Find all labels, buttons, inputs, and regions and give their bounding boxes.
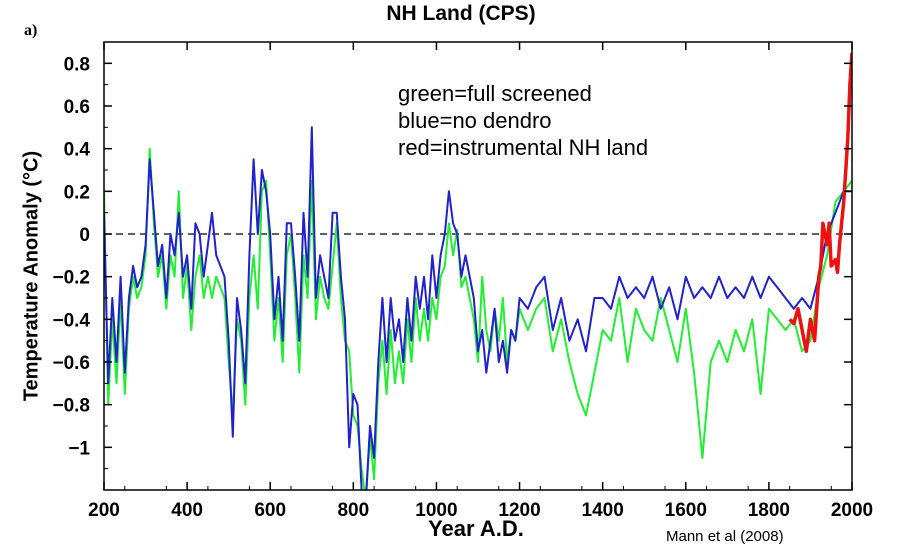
panel-label: a) (24, 22, 38, 39)
x-tick-label: 1800 (748, 500, 790, 521)
y-tick-label: −0.2 (52, 268, 90, 289)
x-tick-label: 400 (171, 500, 203, 521)
y-tick-label: 0.4 (64, 140, 91, 161)
legend-blue: blue=no dendro (398, 108, 552, 133)
x-tick-label: 1000 (415, 500, 457, 521)
plot-frame (103, 41, 853, 491)
series-line-blue (104, 126, 852, 490)
x-tick-label: 1400 (582, 500, 624, 521)
x-tick-label: 1200 (498, 500, 540, 521)
y-tick-label: −0.8 (52, 396, 90, 417)
x-axis-label: Year A.D. (428, 516, 524, 541)
series-line-green (104, 147, 852, 490)
legend-text: green=full screened blue=no dendro red=i… (398, 80, 708, 156)
chart-title: NH Land (CPS) (386, 2, 536, 25)
legend-red: red=instrumental NH land (398, 135, 649, 156)
y-tick-label: −1 (68, 438, 90, 459)
x-tick-label: 800 (337, 500, 369, 521)
y-tick-label: 0 (79, 225, 90, 246)
y-tick-label: 0.6 (64, 97, 90, 118)
x-tick-label: 2000 (831, 500, 873, 521)
y-tick-label: 0.8 (64, 54, 90, 75)
y-tick-label: −0.6 (52, 353, 90, 374)
credit-text: Mann et al (2008) (666, 528, 784, 545)
x-tick-label: 600 (254, 500, 286, 521)
y-tick-label: −0.4 (52, 310, 90, 331)
legend-green: green=full screened (398, 81, 592, 106)
series-line-red (788, 52, 852, 354)
y-tick-label: 0.2 (64, 182, 90, 203)
x-tick-label: 1600 (665, 500, 707, 521)
y-axis-label: Temperature Anomaly (°C) (20, 150, 43, 402)
x-tick-label: 200 (88, 500, 120, 521)
